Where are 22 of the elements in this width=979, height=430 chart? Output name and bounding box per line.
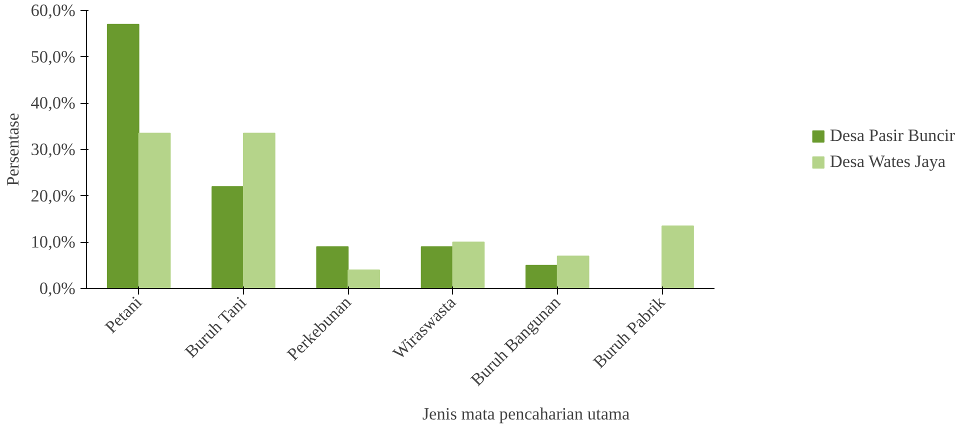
y-axis-title: Persentase: [4, 112, 23, 186]
bar: [556, 256, 590, 288]
bar: [242, 132, 276, 288]
y-tick-label: 20,0%: [30, 186, 76, 206]
bar: [420, 246, 454, 288]
y-tick-label: 10,0%: [30, 232, 76, 252]
legend-label: Desa Wates Jaya: [830, 152, 946, 172]
legend-label: Desa Pasir Buncir: [830, 126, 955, 146]
x-axis-title: Jenis mata pencaharian utama: [422, 404, 630, 424]
y-tick-label: 40,0%: [30, 94, 76, 113]
bar: [138, 132, 171, 288]
y-tick-label: 50,0%: [30, 47, 76, 66]
y-tick-label: 30,0%: [30, 140, 76, 159]
bar: [452, 242, 485, 288]
bar: [662, 225, 694, 288]
y-tick-label: 60,0%: [30, 1, 76, 20]
bar: [212, 186, 244, 288]
bar: [348, 269, 380, 288]
bar: [526, 264, 558, 288]
y-tick-label: 0,0%: [39, 279, 76, 298]
bar: [316, 246, 349, 288]
bar: [106, 24, 140, 288]
